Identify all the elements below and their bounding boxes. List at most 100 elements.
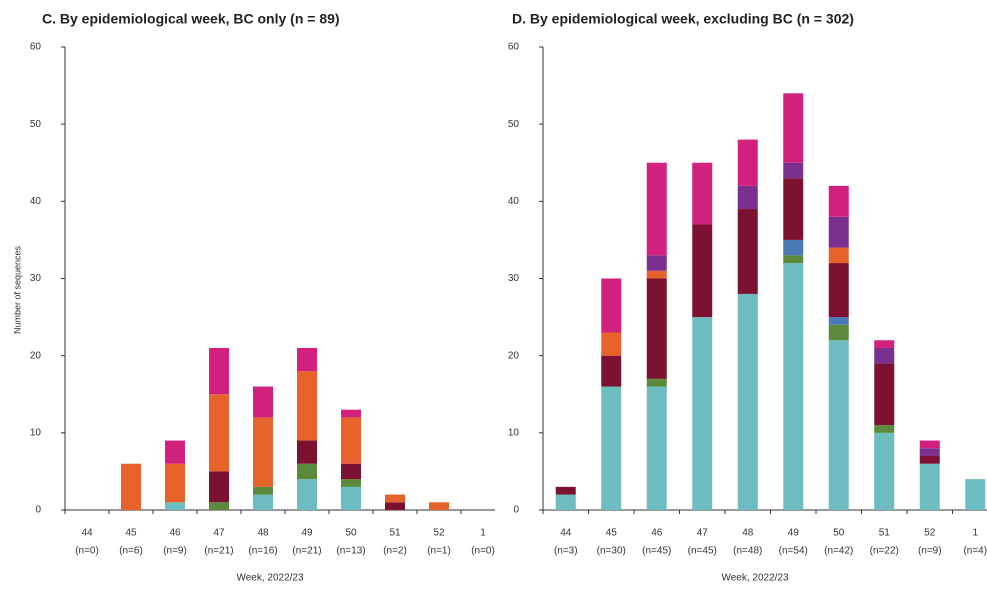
bar-segment [737,185,758,210]
bar-segment [253,486,273,495]
bar-segment [737,139,758,186]
x-tick-count: (n=9) [163,546,187,557]
bar-segment [828,317,849,325]
bar-segment [253,386,273,418]
bar-segment [692,317,713,510]
x-tick-count: (n=16) [248,546,277,557]
x-tick-count: (n=0) [75,546,99,557]
bar-segment [828,340,849,510]
x-tick-count: (n=30) [597,546,626,557]
y-tick-label: 20 [30,350,42,361]
bar-segment [209,502,229,510]
x-tick-count: (n=54) [779,546,808,557]
bar-segment [209,347,229,395]
bar-segment [297,347,317,372]
bar-segment [341,479,361,487]
bar-segment [874,363,895,426]
bar-segment [783,263,804,510]
x-tick-count: (n=48) [733,546,762,557]
x-tick-count: (n=1) [427,546,451,557]
y-tick-label: 60 [508,42,520,53]
x-tick-label: 48 [742,528,754,539]
y-tick-label: 0 [35,505,41,516]
x-tick-count: (n=21) [204,546,233,557]
bar-segment [874,432,895,510]
bar-segment [919,440,940,449]
bar-segment [341,463,361,480]
bar-segment [209,471,229,503]
x-axis-label: Week, 2022/23 [236,573,304,584]
bar-segment [555,486,576,495]
bar-segment [253,417,273,487]
y-tick-label: 60 [30,42,42,53]
x-tick-label: 49 [788,528,800,539]
x-tick-label: 52 [924,528,936,539]
bar-segment [121,463,141,510]
bar-segment [297,440,317,464]
bar-segment [341,417,361,464]
x-tick-count: (n=45) [688,546,717,557]
bar-segment [646,255,667,271]
x-tick-count: (n=0) [471,546,495,557]
bar-segment [737,209,758,294]
x-tick-label: 50 [345,528,357,539]
x-tick-label: 46 [651,528,663,539]
bar-segment [297,371,317,441]
x-tick-label: 44 [560,528,572,539]
y-tick-label: 40 [508,196,520,207]
bar-segment [646,378,667,387]
bar-segment [783,178,804,240]
x-tick-count: (n=6) [119,546,143,557]
y-tick-label: 30 [508,273,520,284]
y-tick-label: 10 [508,427,520,438]
x-tick-label: 51 [879,528,891,539]
bar-segment [737,293,758,510]
bar-segment [783,93,804,163]
bar-segment [297,479,317,510]
bar-segment [646,386,667,510]
bar-segment [874,347,895,364]
x-tick-label: 44 [81,528,93,539]
x-tick-label: 1 [972,528,978,539]
x-tick-count: (n=9) [918,546,942,557]
bar-segment [601,386,622,510]
bar-segment [341,409,361,418]
bar-segment [828,263,849,318]
x-tick-label: 1 [480,528,486,539]
bar-segment [209,394,229,472]
bar-segment [297,463,317,480]
x-tick-count: (n=21) [292,546,321,557]
x-tick-count: (n=3) [554,546,578,557]
x-tick-count: (n=22) [870,546,899,557]
y-axis-label: Number of sequences [12,245,22,334]
y-tick-label: 50 [508,119,520,130]
bar-segment [692,224,713,318]
y-tick-label: 40 [30,196,42,207]
x-tick-label: 45 [125,528,137,539]
y-tick-label: 20 [508,350,520,361]
bar-segment [253,494,273,510]
y-tick-label: 30 [30,273,42,284]
bar-segment [828,185,849,217]
y-tick-label: 50 [30,119,42,130]
bar-segment [874,340,895,348]
y-tick-label: 0 [513,505,519,516]
chart-title: C. By epidemiological week, BC only (n =… [42,11,340,27]
chart-title: D. By epidemiological week, excluding BC… [512,11,854,27]
bar-segment [601,355,622,387]
bar-segment [919,448,940,456]
bar-segment [165,463,185,503]
bar-segment [828,216,849,248]
bar-segment [165,440,185,464]
x-tick-count: (n=13) [336,546,365,557]
bar-segment [874,425,895,433]
bar-segment [385,502,405,510]
bar-segment [646,162,667,256]
x-tick-label: 45 [606,528,618,539]
bar-segment [828,324,849,341]
bar-segment [919,463,940,510]
bar-segment [783,162,804,179]
bar-segment [429,502,449,510]
bar-segment [646,270,667,279]
